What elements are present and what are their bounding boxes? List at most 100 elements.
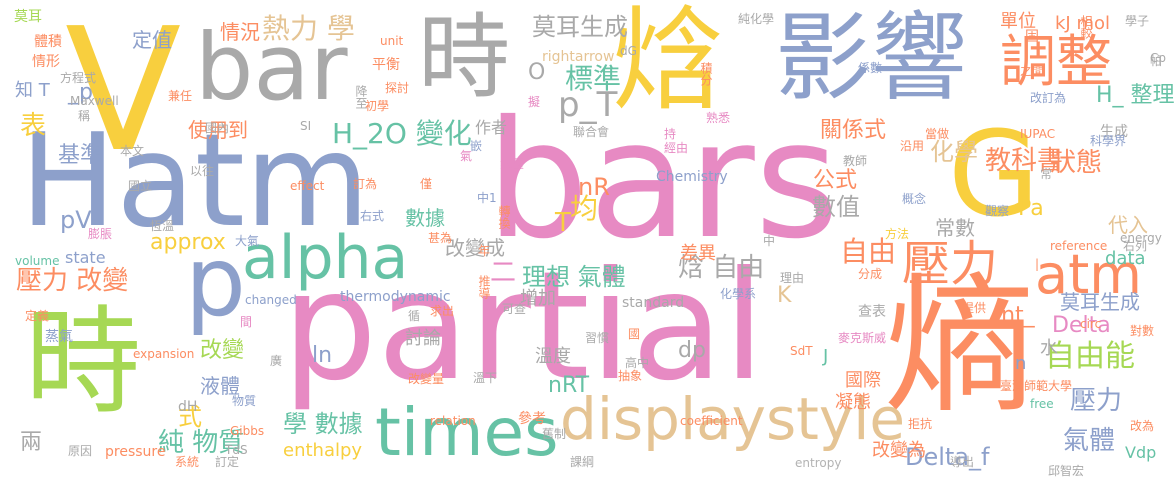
cloud-word: 壓力 改變 bbox=[16, 266, 129, 296]
cloud-word: alpha bbox=[242, 223, 409, 293]
cloud-word: 沿用 bbox=[900, 139, 925, 153]
cloud-word: free bbox=[1030, 397, 1054, 411]
cloud-word: 使用到 bbox=[188, 118, 248, 142]
cloud-word: 溫下 bbox=[473, 371, 498, 385]
cloud-word: 之間 bbox=[1020, 64, 1045, 78]
cloud-word: 間 bbox=[240, 315, 253, 329]
cloud-word: 固 bbox=[1025, 29, 1039, 45]
cloud-word: 熱力 學 bbox=[262, 12, 355, 45]
cloud-word: state bbox=[65, 248, 106, 267]
cloud-word: IUPAC bbox=[1020, 127, 1056, 141]
cloud-word: 學子 bbox=[1125, 14, 1150, 28]
cloud-word: 水 bbox=[1040, 338, 1058, 359]
cloud-word: 改訂為 bbox=[1030, 91, 1067, 105]
cloud-word: 初學 bbox=[365, 99, 390, 113]
cloud-word: dH bbox=[178, 399, 198, 415]
cloud-word: int_ bbox=[995, 303, 1035, 328]
cloud-word: 改為 bbox=[1130, 419, 1155, 433]
cloud-word: 抽象 bbox=[618, 369, 643, 383]
cloud-word: Delta_f bbox=[905, 443, 990, 471]
cloud-word: 教師 bbox=[843, 154, 868, 168]
cloud-word: 係數 bbox=[858, 61, 883, 75]
cloud-word: 帕 bbox=[1150, 54, 1163, 68]
cloud-word: H_ 整理 bbox=[1096, 83, 1175, 108]
cloud-word: 生成 bbox=[1100, 124, 1128, 140]
cloud-word: 嵌 bbox=[470, 139, 483, 153]
cloud-word: J bbox=[823, 346, 829, 367]
cloud-word: V bbox=[65, 0, 182, 190]
cloud-word: 公式 bbox=[813, 168, 858, 193]
cloud-word: 廣 bbox=[270, 354, 283, 368]
cloud-word: standard bbox=[622, 295, 685, 311]
cloud-word: atm bbox=[1035, 243, 1142, 306]
cloud-word: 持 bbox=[664, 127, 677, 141]
cloud-word: 情形 bbox=[32, 54, 60, 70]
cloud-word: 表 bbox=[20, 111, 47, 141]
cloud-word: rightarrow bbox=[542, 49, 615, 65]
cloud-word: 二 bbox=[490, 258, 517, 288]
cloud-word: 訂定 bbox=[215, 455, 240, 469]
cloud-word: 科學界 bbox=[1090, 134, 1127, 148]
cloud-word: Cp bbox=[1150, 51, 1166, 65]
cloud-word: 中 bbox=[763, 234, 776, 248]
cloud-word: 液體 bbox=[200, 374, 240, 398]
cloud-word: 概念 bbox=[902, 192, 927, 206]
cloud-word: 大氣 bbox=[235, 234, 260, 248]
cloud-word: 可查 bbox=[502, 302, 527, 316]
cloud-word: displaystyle bbox=[560, 385, 906, 453]
cloud-word: reference bbox=[1050, 239, 1108, 253]
cloud-word: 恆溫 bbox=[150, 219, 175, 233]
cloud-word: 單位 bbox=[1000, 11, 1036, 32]
cloud-word: 差異 bbox=[680, 243, 716, 264]
cloud-word: 分成 bbox=[858, 267, 883, 281]
cloud-word: 膨脹 bbox=[88, 227, 113, 241]
cloud-word: 熵 bbox=[885, 260, 1036, 434]
cloud-word: SdT bbox=[790, 344, 813, 358]
cloud-word: 國際 bbox=[845, 370, 881, 391]
cloud-word: circ bbox=[1080, 317, 1102, 331]
cloud-word: 標準 bbox=[565, 62, 622, 95]
cloud-word: Vdp bbox=[1125, 443, 1157, 462]
cloud-word: 改變 bbox=[200, 338, 245, 363]
cloud-word: 聯合會 bbox=[573, 125, 610, 139]
cloud-word: SI bbox=[300, 119, 312, 133]
cloud-word: approx bbox=[150, 230, 226, 255]
cloud-word: 教科書 bbox=[985, 146, 1064, 176]
cloud-word: 查表 bbox=[858, 304, 886, 320]
cloud-word: 以往 bbox=[190, 164, 215, 178]
cloud-word: 焓 bbox=[612, 0, 724, 126]
cloud-word: 數據 bbox=[405, 206, 445, 230]
cloud-word: G bbox=[948, 105, 1040, 243]
cloud-word: 探討 bbox=[385, 81, 410, 95]
cloud-word: 數值 bbox=[812, 193, 860, 221]
cloud-word: 增加 bbox=[520, 288, 556, 309]
cloud-word: Gibbs bbox=[230, 424, 265, 438]
cloud-word: 壓力 bbox=[1070, 386, 1123, 416]
cloud-word: 常數 bbox=[935, 216, 975, 240]
cloud-word: 右式 bbox=[360, 209, 385, 223]
cloud-word: 理想 氣體 bbox=[522, 263, 626, 291]
cloud-word: relation bbox=[430, 414, 476, 428]
cloud-word: unit bbox=[380, 34, 404, 48]
cloud-word: 平衡 bbox=[372, 57, 400, 73]
cloud-word: p bbox=[185, 226, 246, 338]
cloud-word: 自由 bbox=[840, 235, 897, 268]
cloud-word: 莫耳生成 bbox=[1060, 290, 1140, 314]
cloud-word: 參考 bbox=[518, 411, 546, 427]
cloud-word: 體積 bbox=[34, 34, 62, 50]
cloud-word: pV bbox=[60, 206, 92, 234]
cloud-word: entropy bbox=[795, 456, 842, 470]
cloud-word: 當做 bbox=[925, 127, 950, 141]
cloud-word: 純化學 bbox=[738, 12, 775, 26]
cloud-word: | bbox=[1035, 257, 1040, 271]
cloud-word: 提供 bbox=[962, 301, 987, 315]
cloud-word: 知 T bbox=[15, 80, 50, 101]
cloud-word: 本文 bbox=[120, 144, 145, 158]
cloud-word: 調整 bbox=[1000, 30, 1112, 95]
cloud-word: 經由 bbox=[664, 141, 689, 155]
cloud-word: H_2O 變化 bbox=[332, 117, 472, 150]
cloud-word: expansion bbox=[133, 347, 195, 361]
cloud-word: partial bbox=[282, 240, 765, 414]
cloud-word: 自由能 bbox=[1045, 339, 1135, 374]
